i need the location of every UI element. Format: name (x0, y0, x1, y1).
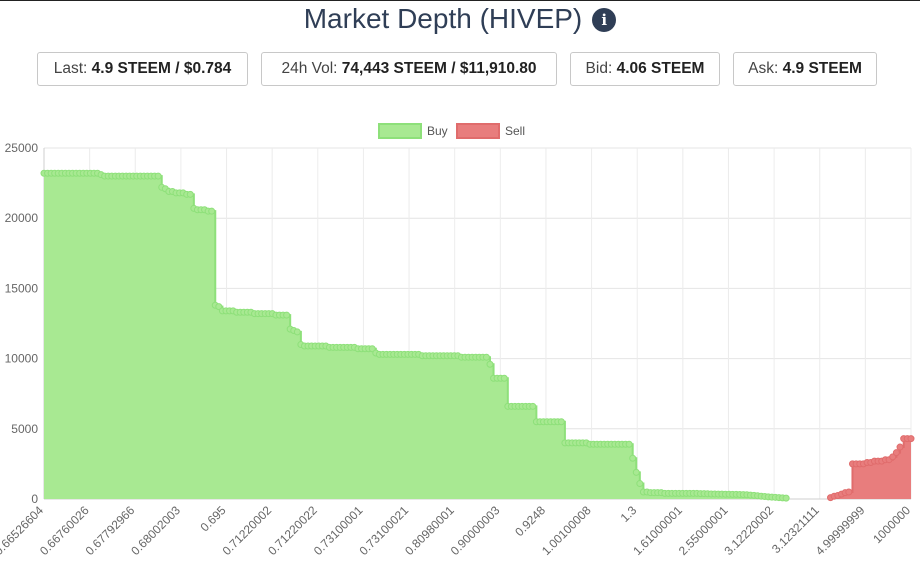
legend-label-sell: Sell (505, 124, 525, 138)
buy-point (154, 172, 162, 180)
buy-point (782, 494, 790, 502)
buy-point (208, 207, 216, 215)
buy-point (293, 328, 301, 336)
sell-point (896, 443, 904, 451)
stat-last-value: 4.9 STEEM / $0.784 (91, 60, 232, 77)
sell-point (907, 435, 915, 443)
buy-point (557, 418, 565, 426)
stat-last-price: Last: 4.9 STEEM / $0.784 (37, 52, 248, 86)
market-depth-chart: 05000100001500020000250000.665266040.667… (0, 123, 915, 558)
x-tick-label: 0.90000003 (448, 503, 503, 558)
stat-bid-label: Bid: (585, 60, 613, 77)
stat-ask: Ask: 4.9 STEEM (733, 52, 877, 86)
stat-ask-value: 4.9 STEEM (782, 60, 862, 77)
buy-area (44, 173, 787, 499)
buy-point (529, 402, 537, 410)
legend-swatch-sell (456, 123, 500, 139)
buy-point (486, 360, 494, 368)
legend-swatch-buy (378, 123, 422, 139)
y-tick-label: 20000 (5, 211, 39, 225)
top-divider (0, 0, 920, 1)
buy-point (500, 374, 508, 382)
buy-point (629, 454, 637, 462)
info-icon[interactable]: i (592, 8, 617, 32)
stats-bar: Last: 4.9 STEEM / $0.784 24h Vol: 74,443… (0, 52, 920, 88)
stat-vol-value: 74,443 STEEM / $11,910.80 (341, 60, 537, 77)
x-tick-label: 1000000 (870, 503, 913, 546)
page-title: Market Depth (HIVEP) (303, 3, 583, 34)
y-tick-label: 25000 (5, 141, 39, 155)
stat-bid: Bid: 4.06 STEEM (570, 52, 720, 86)
x-tick-label: 3.12220002 (721, 503, 776, 558)
stat-ask-label: Ask: (748, 60, 779, 77)
sell-point (892, 449, 900, 457)
y-tick-label: 0 (31, 492, 38, 506)
x-tick-label: 0.9248 (512, 503, 548, 539)
stat-last-label: Last: (53, 60, 88, 77)
title-row: Market Depth (HIVEP) i (0, 0, 920, 38)
buy-point (625, 440, 633, 448)
buy-point (283, 311, 291, 319)
x-tick-label: 0.695 (198, 503, 229, 534)
stat-bid-value: 4.06 STEEM (616, 60, 705, 77)
legend-label-buy: Buy (427, 124, 448, 138)
x-tick-label: 4.99999999 (813, 503, 868, 558)
sell-area (830, 438, 911, 499)
y-tick-label: 15000 (5, 281, 39, 295)
stat-vol-label: 24h Vol: (281, 60, 338, 77)
stat-24h-volume: 24h Vol: 74,443 STEEM / $11,910.80 (261, 52, 557, 86)
x-tick-label: 0.68002003 (128, 503, 183, 558)
x-tick-label: 1.3 (618, 503, 640, 525)
x-tick-label: 1.00100008 (539, 503, 594, 558)
buy-point (636, 480, 644, 488)
y-tick-label: 10000 (5, 352, 39, 366)
buy-point (186, 190, 194, 198)
y-tick-label: 5000 (11, 422, 38, 436)
buy-point (482, 353, 490, 361)
buy-point (632, 468, 640, 476)
sell-point (845, 488, 853, 496)
